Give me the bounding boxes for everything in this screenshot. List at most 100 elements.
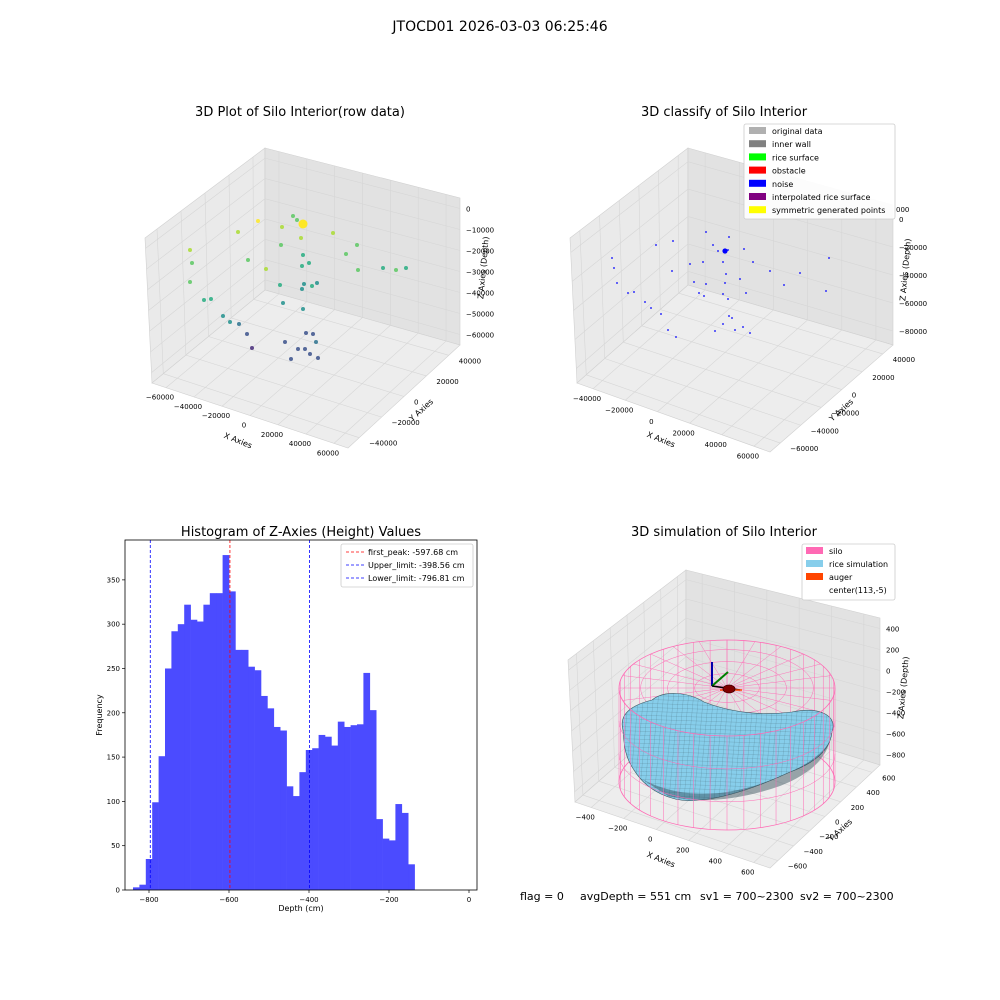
histogram-bar (395, 804, 403, 890)
panel2-point (799, 272, 801, 274)
panel2-point (825, 290, 827, 292)
silo-spoke (726, 687, 821, 713)
raw-data-3d-plot: 3D Plot of Silo Interior(row data) −6000… (144, 105, 494, 457)
panel2-point (675, 336, 677, 338)
rice-mesh-line (622, 745, 834, 755)
panel2-floor (576, 284, 894, 453)
panel2-point (769, 270, 771, 272)
panel2-point (698, 292, 700, 294)
panel2-point (613, 267, 615, 269)
histogram-bar (158, 756, 166, 890)
histogram-bar (325, 736, 332, 890)
histogram-legend-label: Upper_limit: -398.56 cm (368, 561, 465, 570)
panel2-point (722, 323, 724, 325)
panel1-ygrid (208, 336, 405, 397)
panel2-point (722, 293, 724, 295)
panel1-point (308, 352, 312, 356)
panel1-point (283, 340, 287, 344)
panel2-xtick: 60000 (737, 452, 759, 460)
panel2-point (655, 244, 657, 246)
panel4-legend-swatch (806, 586, 823, 593)
panel2-point (743, 248, 745, 250)
panel2-point (616, 282, 618, 284)
histogram-ylabel: Frequency (95, 694, 104, 736)
panel1-gridlines (145, 151, 461, 444)
panel4-ygrid (598, 780, 794, 847)
panel4-ytick: 600 (882, 774, 895, 782)
panel2-xtick: −40000 (573, 395, 601, 403)
simulation-3d-plot: 3D simulation of Silo Interior −400 −200 0… (567, 525, 911, 877)
panel2-ztick: −40000 (899, 272, 927, 280)
panel2-legend-label: inner wall (772, 140, 811, 149)
histogram-ytick-label: 200 (107, 709, 120, 717)
panel1-point (300, 264, 304, 268)
panel1-point (202, 298, 206, 302)
rice-mesh-line (657, 693, 671, 801)
panel1-point (314, 340, 318, 344)
panel2-point (671, 270, 673, 272)
panel2-title: 3D classify of Silo Interior (641, 105, 808, 120)
histogram-bar (299, 772, 307, 890)
panel2-point (689, 263, 691, 265)
panel2-ygrid (586, 374, 781, 444)
rice-mesh-line (662, 693, 676, 801)
panel4-legend-label: center(113,-5) (829, 586, 887, 595)
silo-spoke (698, 641, 728, 689)
histogram-xtick-label: −200 (379, 896, 398, 904)
histogram-bar (350, 725, 358, 890)
panel2-legend-swatch (749, 193, 766, 200)
panel4-zgrid (569, 598, 881, 691)
histogram-bar (293, 796, 300, 890)
panel1-point (295, 218, 299, 222)
panel4-xtick: 0 (648, 836, 652, 844)
panel1-ygrid (185, 354, 382, 418)
panel1-ytick: 40000 (459, 357, 481, 365)
histogram-ytick-label: 150 (107, 754, 120, 762)
panel1-point (307, 261, 311, 265)
panel2-legend-swatch (749, 179, 766, 187)
histogram-xtick-label: −400 (299, 896, 318, 904)
panel4-ytick: −400 (804, 848, 823, 856)
panel2-point (644, 301, 646, 303)
depth-histogram: Histogram of Z-Axies (Height) Values −80… (95, 525, 478, 913)
histogram-bar (357, 724, 364, 890)
panel2-xtick: −20000 (605, 406, 633, 414)
panel1-ztick: −40000 (466, 290, 494, 298)
histogram-bar (273, 726, 281, 890)
panel2-point (703, 295, 705, 297)
histogram-ytick-label: 300 (107, 621, 120, 629)
panel1-ztick: −30000 (466, 269, 494, 277)
histogram-bar (209, 593, 217, 890)
panel3-title: Histogram of Z-Axies (Height) Values (181, 525, 421, 540)
panel4-zgrid (568, 579, 881, 671)
status-footer: flag = 0 avgDepth = 551 cm sv1 = 700~230… (520, 890, 894, 903)
rice-mesh-line (622, 721, 834, 731)
panel1-ztick: −60000 (466, 332, 494, 340)
panel2-point (739, 278, 741, 280)
panel1-point (298, 219, 308, 229)
histogram-reference-lines (149, 540, 310, 890)
panel2-xgrid (657, 309, 774, 412)
panel1-point (228, 320, 232, 324)
panel2-ztick: −20000 (899, 244, 927, 252)
panel1-ztick: −20000 (466, 248, 494, 256)
histogram-bar (184, 604, 191, 890)
panel4-ytick: 0 (835, 819, 839, 827)
panel2-point (660, 313, 662, 315)
rice-surface (621, 693, 834, 801)
rice-mesh-line (667, 693, 681, 801)
panel2-zgrid (573, 216, 894, 311)
histogram-legend: first_peak: -597.68 cm Upper_limit: -398.… (340, 543, 474, 588)
panel2-point (783, 284, 785, 286)
panel1-ygrid (253, 299, 449, 356)
panel4-legend-label: silo (829, 547, 843, 556)
panel2-point (731, 317, 733, 319)
rice-mesh-line (652, 693, 666, 801)
panel2-ztick: −60000 (899, 300, 927, 308)
panel1-ztick: 0 (466, 206, 470, 214)
auger-marker (711, 662, 742, 694)
panel4-ztick: −800 (886, 752, 905, 760)
panel2-xtick: 0 (649, 418, 653, 426)
panel1-point (381, 266, 385, 270)
